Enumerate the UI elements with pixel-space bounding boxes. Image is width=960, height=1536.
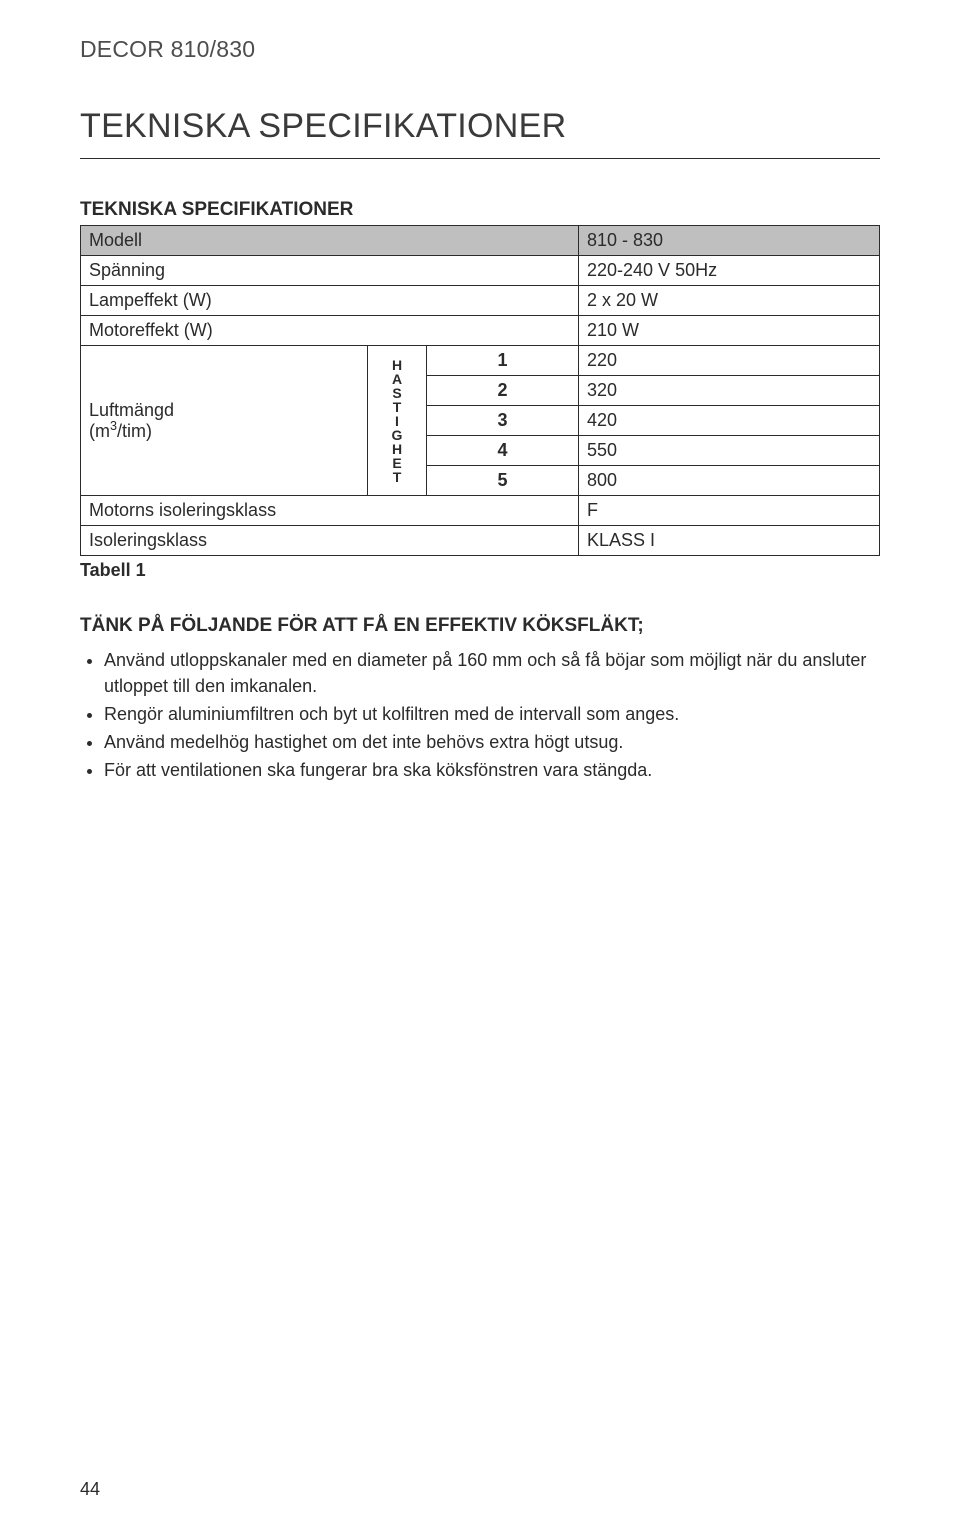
tip-item: För att ventilationen ska fungerar bra s… — [104, 757, 880, 783]
airflow-label-line1: Luftmängd — [89, 400, 174, 420]
tips-list: Använd utloppskanaler med en diameter på… — [80, 647, 880, 783]
speed-val-4: 550 — [579, 436, 880, 466]
model-label: Modell — [81, 226, 579, 256]
lamp-label: Lampeffekt (W) — [81, 286, 579, 316]
airflow-label-exp: 3 — [110, 419, 117, 433]
speed-idx-4: 4 — [427, 436, 579, 466]
motor-label: Motoreffekt (W) — [81, 316, 579, 346]
speed-val-3: 420 — [579, 406, 880, 436]
motor-class-label: Motorns isoleringsklass — [81, 496, 579, 526]
doc-header: DECOR 810/830 — [80, 36, 880, 63]
speed-val-2: 320 — [579, 376, 880, 406]
table-caption: Tabell 1 — [80, 560, 880, 581]
speed-idx-5: 5 — [427, 466, 579, 496]
speed-val-5: 800 — [579, 466, 880, 496]
speed-word-cell: HASTIGHET — [368, 346, 427, 496]
iso-class-value: KLASS I — [579, 526, 880, 556]
tip-item: Använd utloppskanaler med en diameter på… — [104, 647, 880, 699]
speed-idx-3: 3 — [427, 406, 579, 436]
motor-class-value: F — [579, 496, 880, 526]
tips-heading: TÄNK PÅ FÖLJANDE FÖR ATT FÅ EN EFFEKTIV … — [80, 615, 880, 637]
iso-class-label: Isoleringsklass — [81, 526, 579, 556]
lamp-value: 2 x 20 W — [579, 286, 880, 316]
page-title: TEKNISKA SPECIFIKATIONER — [80, 107, 880, 159]
speed-idx-2: 2 — [427, 376, 579, 406]
speed-idx-1: 1 — [427, 346, 579, 376]
voltage-value: 220-240 V 50Hz — [579, 256, 880, 286]
model-value: 810 - 830 — [579, 226, 880, 256]
airflow-label-line2a: (m — [89, 421, 110, 441]
tip-item: Rengör aluminiumfiltren och byt ut kolfi… — [104, 701, 880, 727]
voltage-label: Spänning — [81, 256, 579, 286]
tip-item: Använd medelhög hastighet om det inte be… — [104, 729, 880, 755]
airflow-label-line2b: /tim) — [117, 421, 152, 441]
spec-table: Modell 810 - 830 Spänning 220-240 V 50Hz… — [80, 225, 880, 556]
page-number: 44 — [80, 1479, 100, 1500]
motor-value: 210 W — [579, 316, 880, 346]
airflow-label: Luftmängd (m3/tim) — [81, 346, 368, 496]
table-subheading: TEKNISKA SPECIFIKATIONER — [80, 199, 880, 221]
speed-word: HASTIGHET — [392, 357, 403, 485]
speed-val-1: 220 — [579, 346, 880, 376]
